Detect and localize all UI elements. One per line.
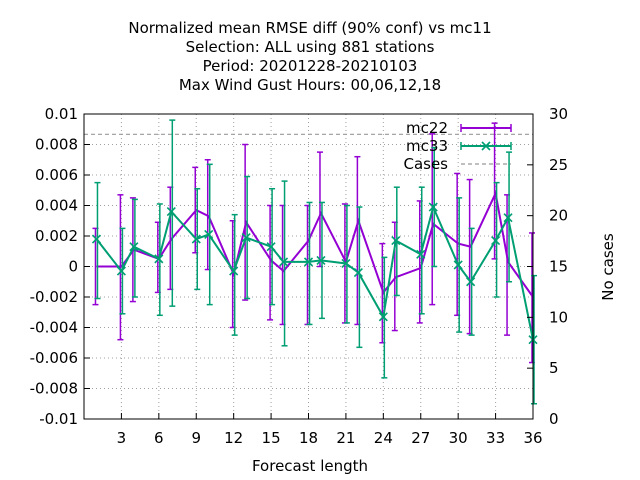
legend-label: mc22 xyxy=(406,119,448,137)
y2-tick-label: 30 xyxy=(549,105,568,123)
y-tick-label: -0.004 xyxy=(30,319,78,337)
legend-label: mc33 xyxy=(406,137,448,155)
legend-marker xyxy=(481,141,491,151)
data-point-marker xyxy=(391,236,401,246)
data-point-marker xyxy=(353,268,363,278)
y2-tick-label: 0 xyxy=(549,410,559,428)
data-point-marker xyxy=(416,249,426,259)
title-line-4: Max Wind Gust Hours: 00,06,12,18 xyxy=(179,76,441,94)
data-point-marker xyxy=(166,207,176,217)
x-tick-label: 15 xyxy=(262,429,281,447)
data-point-marker xyxy=(316,255,326,265)
x-tick-label: 3 xyxy=(117,429,127,447)
data-point-marker xyxy=(129,242,139,252)
data-point-marker xyxy=(278,257,289,267)
y2-tick-label: 20 xyxy=(549,207,568,225)
data-point-marker xyxy=(341,258,351,269)
data-point-marker xyxy=(241,232,251,243)
data-point-marker xyxy=(266,242,276,252)
y-tick-label: 0.008 xyxy=(35,136,78,154)
data-point-marker xyxy=(116,266,126,276)
y2-tick-label: 5 xyxy=(549,359,559,377)
x-tick-label: 18 xyxy=(299,429,318,447)
x-axis-label: Forecast length xyxy=(252,457,368,475)
x-tick-label: 30 xyxy=(449,429,468,447)
data-point-marker xyxy=(191,234,201,244)
y-axis: -0.01 -0.008 -0.006 -0.004 -0.002 0 0.002 0.004… xyxy=(30,105,90,428)
y-tick-label: 0 xyxy=(68,258,78,276)
y-tick-label: -0.01 xyxy=(39,410,78,428)
y-tick-label: 0.006 xyxy=(35,166,78,184)
grid xyxy=(84,114,533,419)
x-tick-label: 6 xyxy=(154,429,164,447)
data-point-marker xyxy=(204,229,214,240)
chart-title: Normalized mean RMSE diff (90% conf) vs … xyxy=(128,19,491,94)
data-point-marker xyxy=(378,312,388,322)
series-mc33 xyxy=(91,119,538,405)
data-point-marker xyxy=(229,266,239,276)
title-line-2: Selection: ALL using 881 stations xyxy=(186,38,435,56)
y-tick-label: 0.004 xyxy=(35,197,78,215)
y2-axis-label: No cases xyxy=(599,233,617,301)
x-tick-label: 12 xyxy=(224,429,243,447)
data-series xyxy=(91,119,538,405)
x-tick-label: 27 xyxy=(411,429,430,447)
series-line xyxy=(96,190,534,298)
title-line-1: Normalized mean RMSE diff (90% conf) vs … xyxy=(128,19,491,37)
x-tick-label: 33 xyxy=(486,429,505,447)
y-tick-label: -0.006 xyxy=(30,349,78,367)
y-tick-label: 0.002 xyxy=(35,227,78,245)
data-point-marker xyxy=(428,202,438,212)
y-tick-label: -0.002 xyxy=(30,288,78,306)
title-line-3: Period: 20201228-20210103 xyxy=(203,57,418,75)
data-point-marker xyxy=(503,213,513,223)
data-point-marker xyxy=(154,254,164,264)
y-tick-label: -0.008 xyxy=(30,380,78,398)
data-point-marker xyxy=(303,257,314,267)
y2-axis: 0 5 10 15 20 25 30 xyxy=(527,105,568,428)
data-point-marker xyxy=(453,260,463,270)
legend-label: Cases xyxy=(403,155,448,173)
data-point-marker xyxy=(466,277,476,287)
y2-tick-label: 15 xyxy=(549,258,568,276)
x-tick-label: 21 xyxy=(336,429,355,447)
y2-tick-label: 25 xyxy=(549,156,568,174)
x-tick-label: 36 xyxy=(523,429,542,447)
data-point-marker xyxy=(491,236,501,246)
x-tick-label: 24 xyxy=(374,429,393,447)
x-tick-label: 9 xyxy=(191,429,201,447)
y2-tick-label: 10 xyxy=(549,308,568,326)
data-point-marker xyxy=(91,234,102,244)
x-axis: 3 6 9 12 15 18 21 24 27 30 33 36 xyxy=(117,413,543,447)
y-tick-label: 0.01 xyxy=(45,105,78,123)
